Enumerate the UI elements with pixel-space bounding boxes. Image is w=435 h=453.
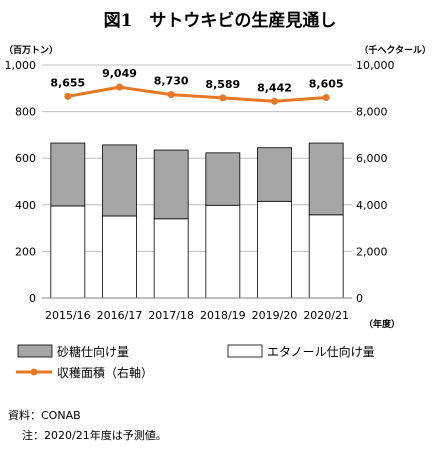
note-text: 注：2020/21年度は予測値。 — [22, 428, 167, 442]
category-label: 2017/18 — [148, 309, 194, 322]
area-data-label: 9,049 — [102, 67, 137, 80]
legend-label-ethanol: エタノール仕向け量 — [267, 344, 375, 359]
bar-sugar — [153, 149, 189, 220]
bar-sugar — [102, 144, 137, 217]
bar-ethanol — [205, 204, 241, 299]
line-series: 8,655 9,049 8,730 8,589 8,442 8,605 — [50, 67, 344, 105]
left-tick-label: 400 — [15, 199, 36, 212]
bar-sugar — [308, 142, 344, 216]
category-label: 2015/16 — [45, 309, 91, 322]
legend-swatch-ethanol — [227, 344, 263, 358]
right-tick-label: 0 — [356, 292, 363, 305]
left-tick-label: 200 — [15, 245, 36, 258]
area-point — [167, 91, 175, 99]
right-axis-unit: （千ヘクタール） — [359, 44, 431, 56]
category-label: 2016/17 — [97, 309, 143, 322]
category-labels: 2015/16 2016/17 2017/18 2018/19 2019/20 2020/… — [45, 309, 349, 322]
category-label: 2019/20 — [252, 309, 298, 322]
chart-title: 図1 サトウキビの生産見通し — [104, 10, 337, 31]
bar-ethanol — [102, 215, 137, 299]
bar-series — [50, 142, 344, 299]
left-tick-label: 0 — [29, 292, 36, 305]
left-tick-label: 800 — [15, 106, 36, 119]
legend-swatch-sugar — [17, 344, 53, 358]
bar-sugar — [257, 147, 292, 202]
bar-sugar — [50, 142, 86, 207]
legend: 砂糖仕向け量 エタノール仕向け量 収穫面積（右軸） — [16, 344, 375, 380]
x-axis-unit: （年度） — [364, 318, 400, 330]
bar-sugar — [205, 152, 241, 206]
category-label: 2018/19 — [200, 309, 246, 322]
area-point — [219, 94, 227, 102]
area-point — [271, 97, 278, 105]
area-data-label: 8,589 — [205, 78, 240, 91]
right-tick-label: 8,000 — [356, 106, 388, 119]
legend-swatch-area-marker — [30, 368, 38, 376]
left-axis-ticks: 0 200 400 600 800 1,000 — [5, 59, 37, 305]
area-point — [64, 92, 72, 100]
area-data-label: 8,605 — [309, 78, 344, 91]
right-tick-label: 4,000 — [356, 199, 388, 212]
area-data-label: 8,442 — [257, 81, 292, 94]
area-point — [116, 83, 123, 91]
bar-ethanol — [153, 218, 189, 299]
right-tick-label: 2,000 — [356, 245, 388, 258]
legend-label-sugar: 砂糖仕向け量 — [57, 344, 129, 359]
area-point — [322, 94, 330, 102]
legend-label-area: 収穫面積（右軸） — [57, 365, 153, 380]
right-axis-ticks: 0 2,000 4,000 6,000 8,000 10,000 — [356, 59, 395, 305]
category-label: 2020/21 — [303, 309, 349, 322]
bar-ethanol — [308, 214, 344, 299]
right-tick-label: 6,000 — [356, 152, 388, 165]
bar-ethanol — [257, 200, 292, 299]
area-line — [67, 85, 327, 103]
left-axis-unit: （百万トン） — [4, 45, 58, 56]
right-tick-label: 10,000 — [356, 59, 395, 72]
left-tick-label: 1,000 — [5, 59, 37, 72]
source-text: 資料：CONAB — [8, 408, 81, 422]
gridlines — [42, 64, 352, 252]
area-data-label: 8,730 — [154, 75, 189, 88]
left-tick-label: 600 — [15, 152, 36, 165]
bar-ethanol — [50, 205, 86, 299]
area-data-label: 8,655 — [50, 76, 85, 89]
